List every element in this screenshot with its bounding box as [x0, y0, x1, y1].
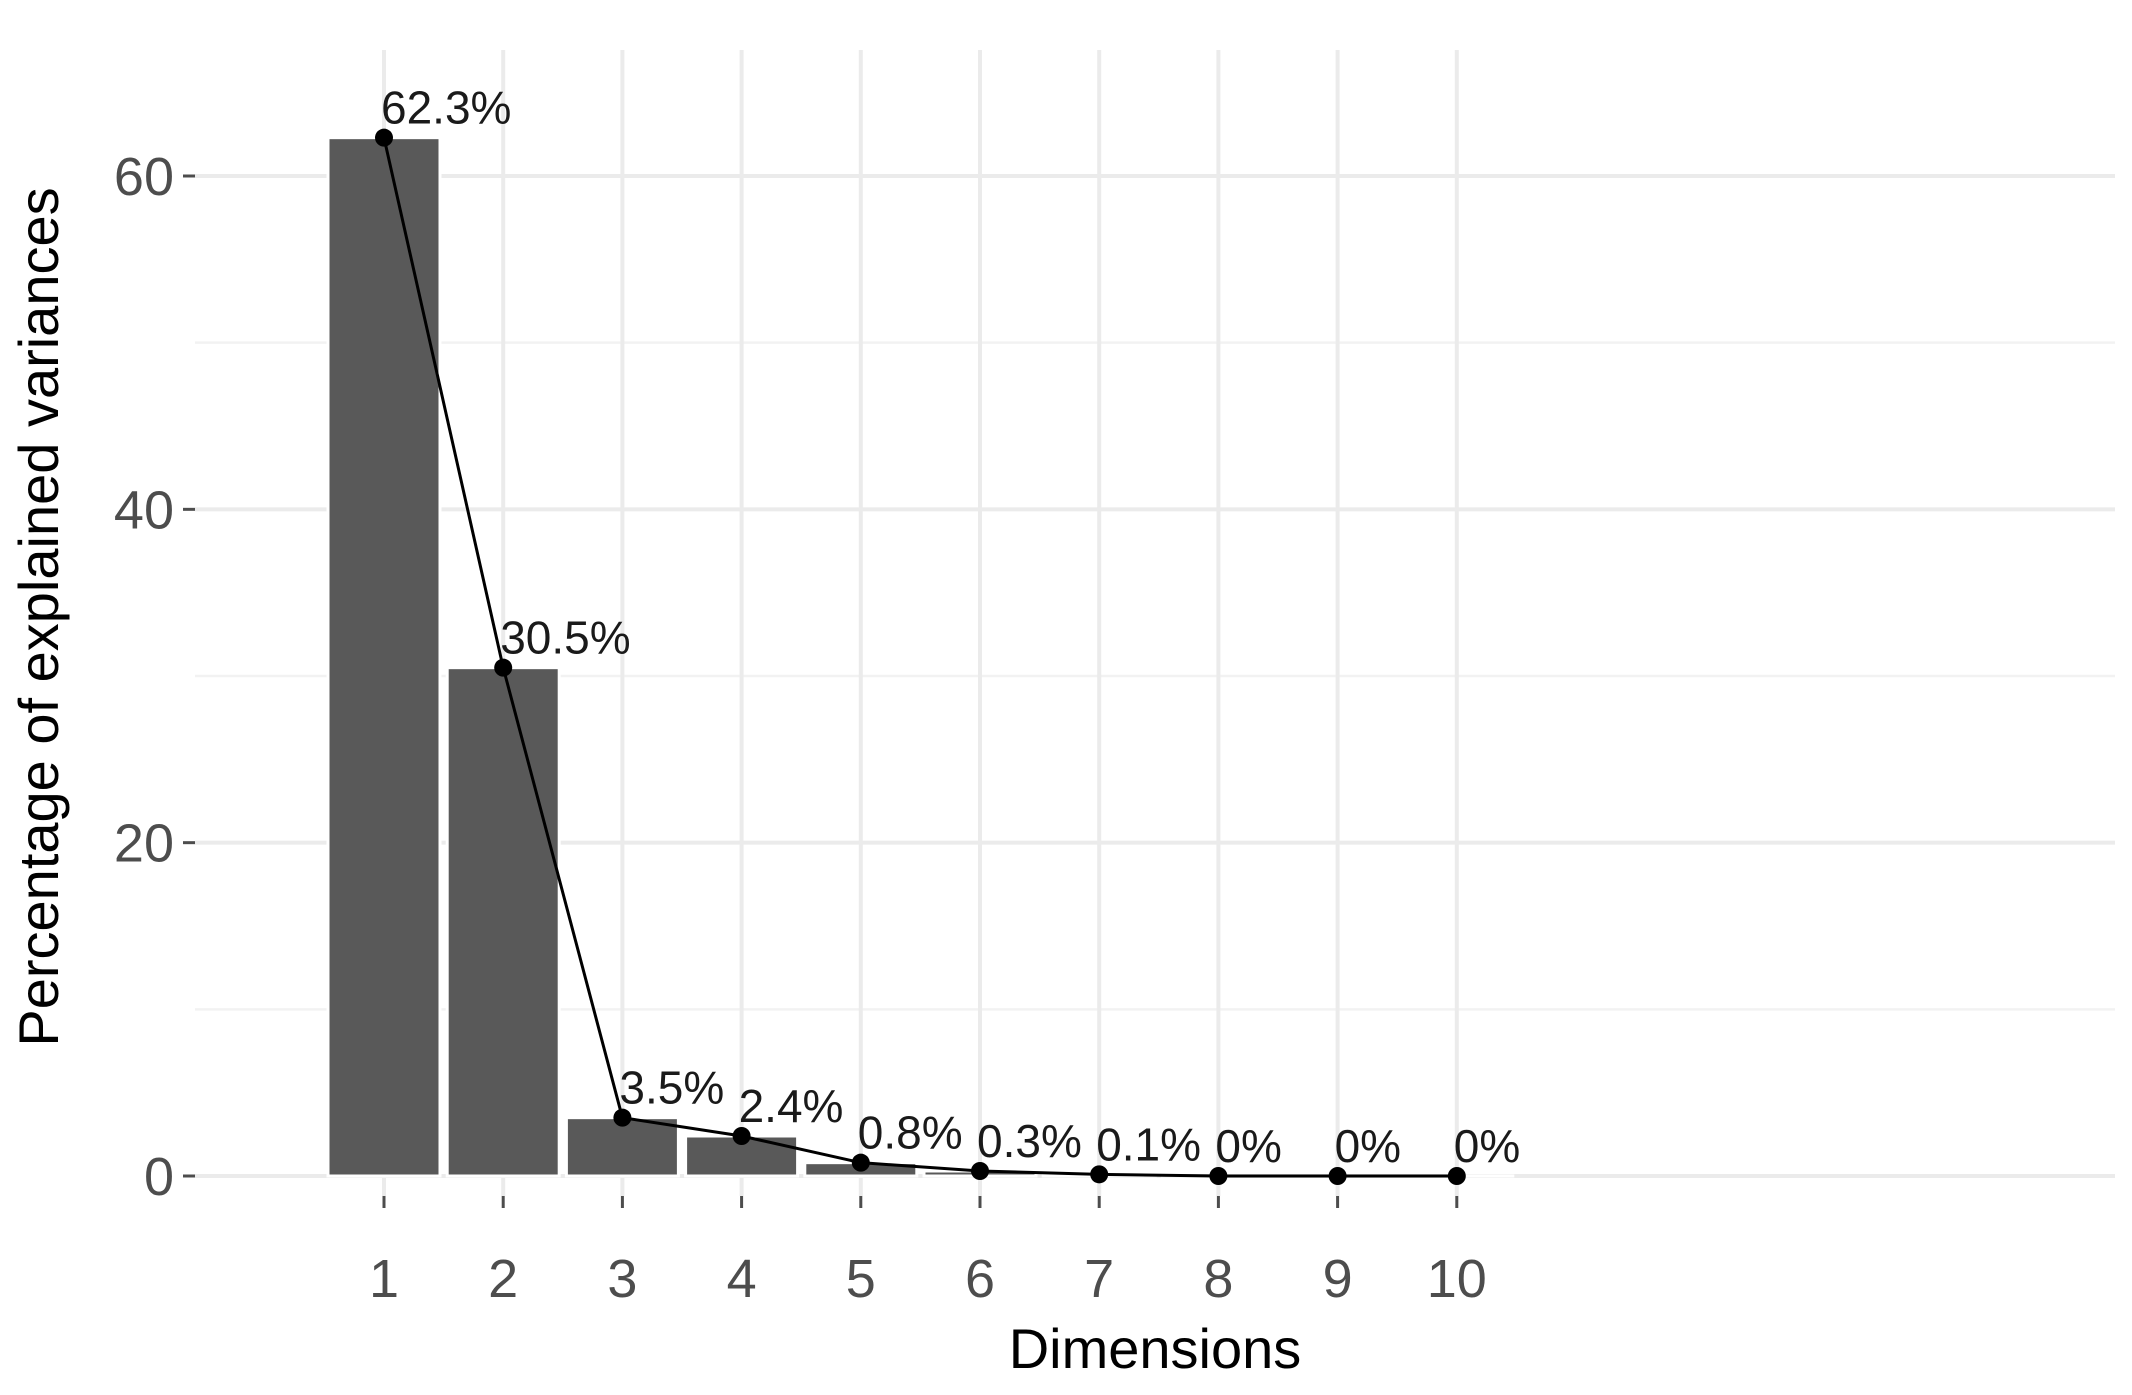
x-tick-label: 8	[1203, 1249, 1233, 1309]
point-10	[1447, 1167, 1466, 1185]
x-tick-label: 5	[846, 1249, 876, 1309]
y-axis-title: Percentage of explained variances	[7, 187, 70, 1046]
x-tick-label: 4	[727, 1249, 757, 1309]
point-9	[1328, 1167, 1347, 1185]
data-label-6: 0.3%	[977, 1115, 1082, 1167]
x-axis-title: Dimensions	[1009, 1317, 1302, 1380]
data-label-7: 0.1%	[1096, 1118, 1201, 1170]
x-tick-label: 7	[1084, 1249, 1114, 1309]
point-6	[971, 1162, 989, 1180]
data-label-2: 30.5%	[500, 612, 630, 664]
x-axis: 1 2 3 4 5 6 7 8 9 10	[369, 1196, 1487, 1309]
y-tick-label: 60	[114, 147, 174, 207]
series-line	[382, 137, 1457, 1178]
point-7	[1090, 1165, 1109, 1184]
point-5	[851, 1153, 870, 1172]
data-label-4: 2.4%	[739, 1080, 844, 1132]
bar-2	[445, 666, 561, 1178]
data-label-10: 0%	[1454, 1120, 1520, 1172]
point-3	[613, 1108, 632, 1127]
x-tick-label: 6	[965, 1249, 995, 1309]
data-label-8: 0%	[1215, 1120, 1281, 1172]
data-labels-layer: 62.3% 30.5% 3.5% 2.4% 0.8% 0.3% 0.1% 0% 0% 0%	[381, 82, 1520, 1172]
point-4	[732, 1127, 751, 1145]
x-tick-label: 10	[1427, 1249, 1487, 1309]
bar-1	[326, 136, 442, 1178]
data-label-5: 0.8%	[858, 1107, 963, 1159]
data-label-3: 3.5%	[619, 1062, 724, 1114]
y-tick-label: 40	[114, 480, 174, 540]
y-tick-label: 20	[114, 814, 174, 874]
bars-layer	[326, 136, 1515, 1178]
data-label-1: 62.3%	[381, 82, 511, 134]
line-layer	[375, 128, 1466, 1185]
point-2	[494, 658, 513, 677]
y-axis: 0 20 40 60	[114, 147, 195, 1207]
point-8	[1209, 1167, 1228, 1185]
x-tick-label: 9	[1323, 1249, 1353, 1309]
x-tick-label: 3	[607, 1249, 637, 1309]
data-label-9: 0%	[1335, 1120, 1401, 1172]
point-1	[375, 128, 393, 147]
grid-lines	[195, 50, 2115, 1196]
y-tick-label: 0	[144, 1147, 174, 1207]
x-tick-label: 1	[369, 1249, 399, 1309]
x-tick-label: 2	[488, 1249, 518, 1309]
